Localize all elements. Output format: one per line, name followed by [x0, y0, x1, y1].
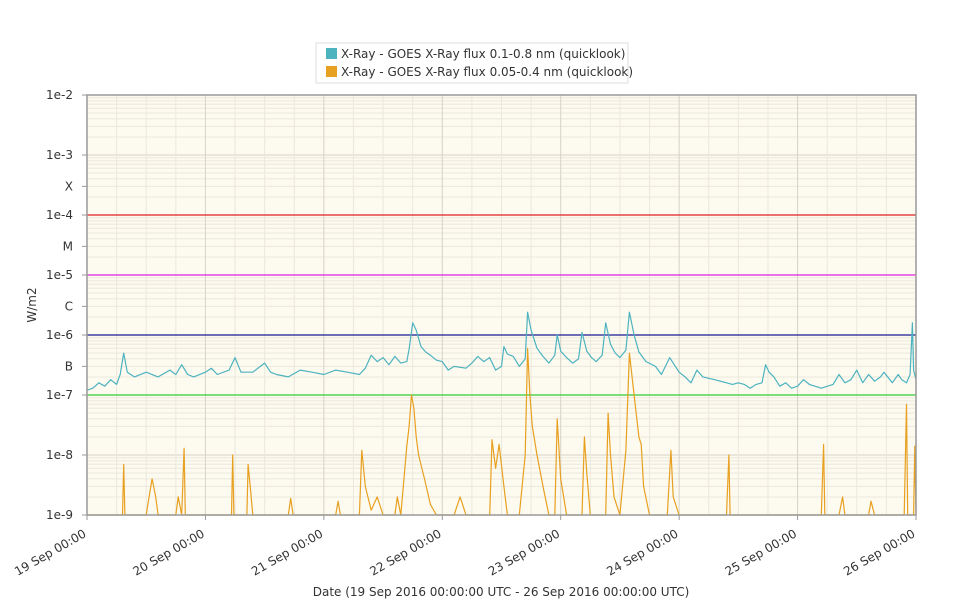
x-axis-title: Date (19 Sep 2016 00:00:00 UTC - 26 Sep … [313, 585, 690, 599]
y-tick-label: 1e-5 [46, 268, 73, 282]
x-tick-label: 21 Sep 00:00 [249, 526, 325, 578]
x-tick-label: 22 Sep 00:00 [367, 526, 443, 578]
y-tick-label: B [65, 359, 73, 373]
y-tick-label: 1e-4 [46, 208, 73, 222]
y-tick-label: C [65, 299, 73, 313]
legend-label-0: X-Ray - GOES X-Ray flux 0.1-0.8 nm (quic… [341, 47, 625, 61]
legend-box [315, 42, 629, 84]
legend-swatch-1 [326, 66, 337, 77]
y-tick-label: 1e-2 [46, 88, 73, 102]
y-tick-label: 1e-3 [46, 148, 73, 162]
legend-swatch-0 [326, 48, 337, 59]
legend[interactable]: X-Ray - GOES X-Ray flux 0.1-0.8 nm (quic… [315, 42, 633, 84]
x-axis-ticks: 19 Sep 00:00 20 Sep 00:00 21 Sep 00:00 22 S… [12, 515, 918, 579]
y-tick-label: M [63, 239, 73, 253]
y-tick-label: X [65, 179, 73, 193]
y-axis-ticks: 1e-2 1e-3 X 1e-4 M 1e-5 C 1e-6 B 1e-7 1e-8 1e-9 [46, 88, 87, 522]
x-tick-label: 25 Sep 00:00 [723, 526, 799, 578]
plot-frame [86, 94, 917, 516]
y-tick-label: 1e-9 [46, 508, 73, 522]
y-tick-label: 1e-8 [46, 448, 73, 462]
x-tick-label: 23 Sep 00:00 [486, 526, 562, 578]
x-tick-label: 20 Sep 00:00 [131, 526, 207, 578]
legend-label-1: X-Ray - GOES X-Ray flux 0.05-0.4 nm (qui… [341, 65, 633, 79]
x-tick-label: 26 Sep 00:00 [841, 526, 917, 578]
y-tick-label: 1e-6 [46, 328, 73, 342]
threshold-lines [87, 214, 916, 396]
y-tick-label: 1e-7 [46, 388, 73, 402]
x-tick-label: 19 Sep 00:00 [12, 526, 88, 578]
x-tick-label: 24 Sep 00:00 [604, 526, 680, 578]
y-axis-title: W/m2 [25, 287, 39, 322]
series-line-0 [86, 311, 917, 391]
